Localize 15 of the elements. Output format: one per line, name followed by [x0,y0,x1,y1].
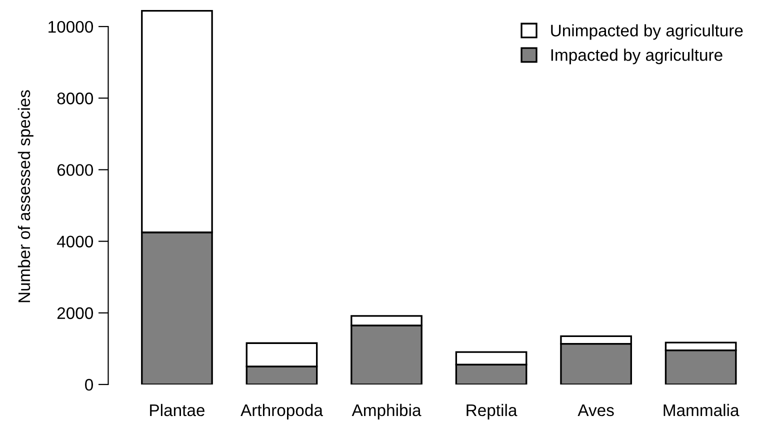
x-tick-label: Mammalia [664,404,740,416]
y-axis-title: Number of assessed species [18,90,34,302]
x-tick-label: Plantae [150,404,204,416]
y-tick-label: 0 [85,378,94,391]
legend-label: Impacted by agriculture [551,48,722,64]
y-tick-label: 4000 [56,236,94,248]
y-tick-label: 10000 [48,20,94,33]
legend-label: Unimpacted by agriculture [551,24,743,40]
x-tick-label: Arthropoda [240,404,323,420]
x-tick-label: Amphibia [352,404,422,420]
y-tick-label: 6000 [57,164,94,176]
x-tick-label: Reptila [466,404,518,420]
x-tick-label: Aves [578,404,614,416]
y-tick-label: 2000 [57,307,94,320]
y-tick-label: 8000 [57,92,94,104]
